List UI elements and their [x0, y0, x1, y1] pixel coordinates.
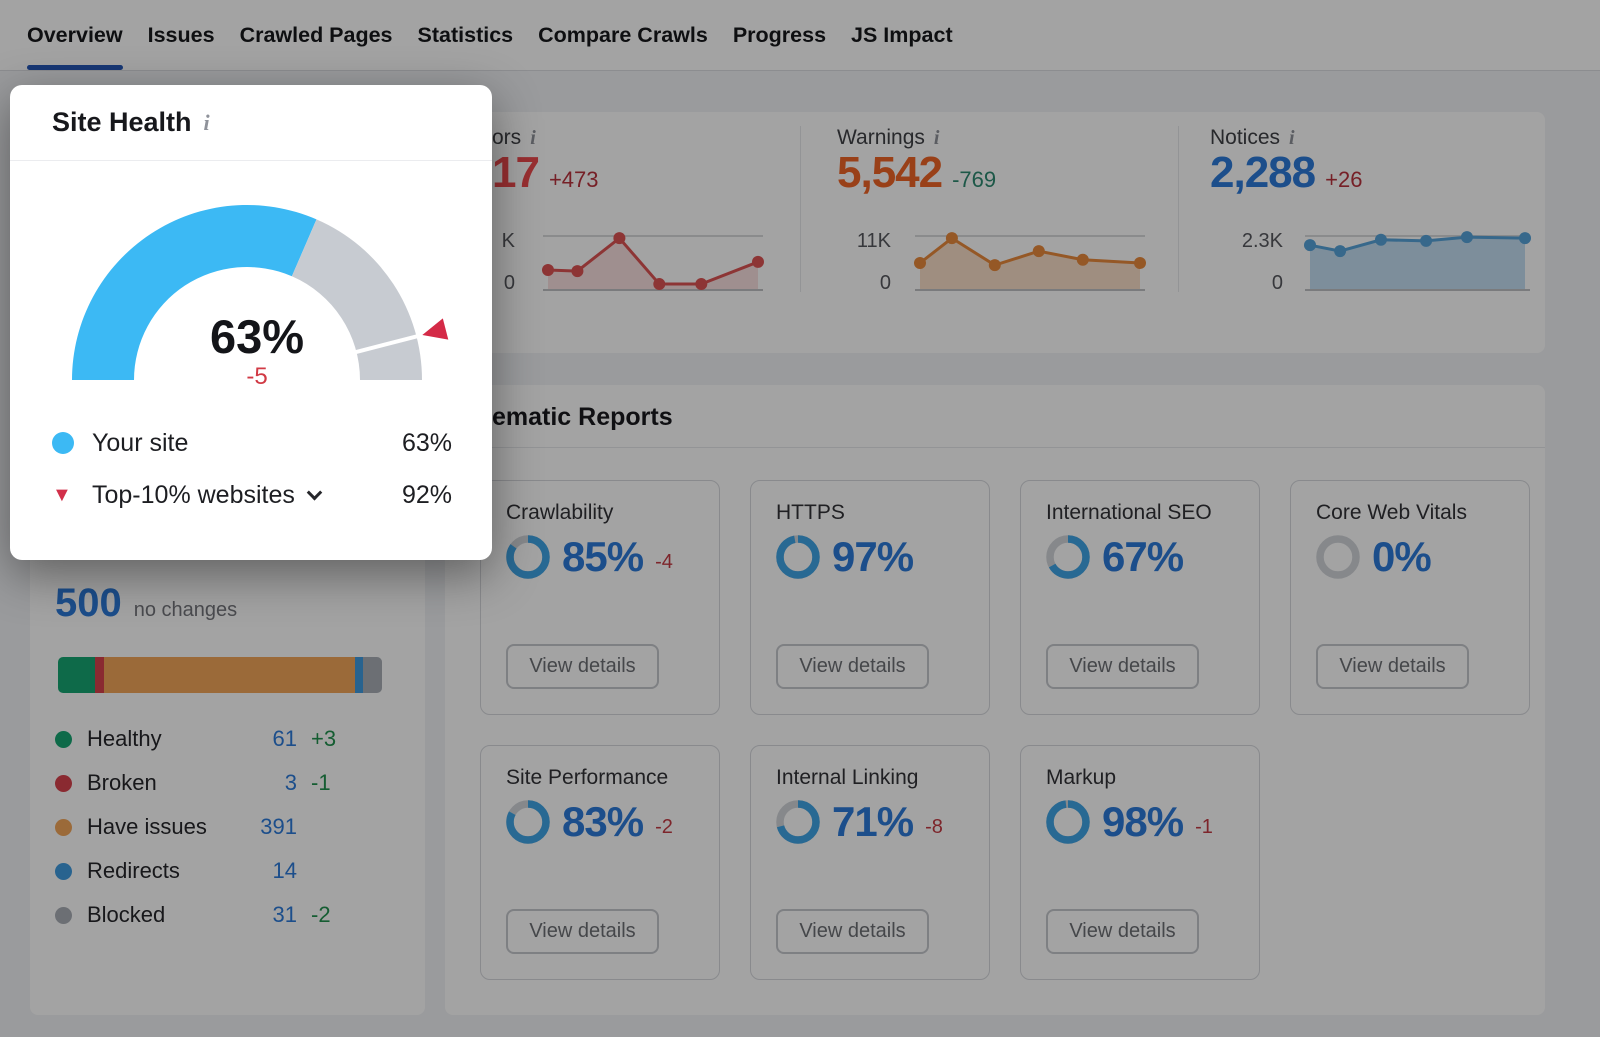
legend-row-your-site: Your site 63%: [52, 417, 452, 469]
view-details-button[interactable]: View details: [776, 909, 929, 954]
errors-title: ors i: [492, 126, 536, 149]
progress-ring-icon: [506, 800, 550, 844]
tab-overview[interactable]: Overview: [27, 0, 123, 70]
y-axis-max: 2.3K: [1241, 230, 1283, 252]
y-axis-max: K: [501, 230, 515, 252]
tab-crawled-pages[interactable]: Crawled Pages: [239, 22, 393, 47]
progress-ring-icon: [1046, 800, 1090, 844]
site-health-popover: Site Health i 63% -5 Your site 63% ▼ Top…: [10, 85, 492, 560]
healthy-dot-icon: [55, 730, 72, 748]
errors-count: 17: [492, 148, 540, 197]
bar-segment-have-issues: [104, 657, 355, 693]
progress-ring-icon: [776, 535, 820, 579]
benchmark-triangle-icon: ▼: [52, 483, 72, 506]
warnings-value: 5,542 -769: [837, 148, 996, 198]
tab-js-impact[interactable]: JS Impact: [851, 22, 953, 47]
card-international-seo: International SEO 67% View details: [1020, 480, 1260, 715]
tab-compare-crawls[interactable]: Compare Crawls: [538, 22, 708, 47]
redirects-dot-icon: [55, 862, 72, 880]
audit-tabs-nav: Overview Issues Crawled Pages Statistics…: [0, 0, 1600, 71]
chevron-down-icon[interactable]: [306, 484, 323, 500]
info-icon[interactable]: i: [1289, 126, 1295, 149]
legend-row-blocked: Blocked 31 -2: [55, 893, 403, 937]
broken-dot-icon: [55, 774, 72, 792]
y-axis-max: 11K: [856, 230, 891, 252]
legend-row-have-issues: Have issues 391: [55, 805, 403, 849]
card-internal-linking: Internal Linking 71% -8 View details: [750, 745, 990, 980]
thematic-reports-panel: ematic Reports Crawlability 85% -4 View …: [445, 385, 1545, 1015]
tab-issues[interactable]: Issues: [147, 22, 215, 47]
your-site-dot-icon: [52, 432, 74, 454]
card-core-web-vitals: Core Web Vitals 0% View details: [1290, 480, 1530, 715]
y-axis-min: 0: [503, 272, 515, 294]
site-health-gauge: [72, 204, 449, 380]
divider: [1178, 126, 1179, 292]
site-health-score: 63%: [209, 310, 305, 363]
progress-ring-icon: [1046, 535, 1090, 579]
card-crawlability: Crawlability 85% -4 View details: [480, 480, 720, 715]
site-health-title: Site Health: [52, 107, 192, 137]
blocked-dot-icon: [55, 906, 72, 924]
view-details-button[interactable]: View details: [776, 644, 929, 689]
progress-ring-icon: [1316, 535, 1360, 579]
notices-title: Notices i: [1210, 126, 1295, 149]
bar-segment-blocked: [363, 657, 382, 693]
card-markup: Markup 98% -1 View details: [1020, 745, 1260, 980]
notices-count: 2,288: [1210, 148, 1316, 197]
legend-row-healthy: Healthy 61 +3: [55, 717, 403, 761]
thematic-reports-title: ematic Reports: [492, 403, 673, 431]
warnings-delta: -769: [952, 167, 997, 192]
y-axis-min: 0: [1271, 272, 1283, 294]
card-https: HTTPS 97% View details: [750, 480, 990, 715]
errors-delta: +473: [548, 167, 599, 192]
divider: [445, 447, 1545, 448]
bar-segment-broken: [95, 657, 105, 693]
card-site-performance: Site Performance 83% -2 View details: [480, 745, 720, 980]
warnings-count: 5,542: [837, 148, 943, 197]
info-icon[interactable]: i: [933, 126, 940, 149]
divider: [800, 126, 801, 292]
view-details-button[interactable]: View details: [1046, 909, 1199, 954]
info-icon[interactable]: i: [203, 109, 210, 135]
progress-ring-icon: [776, 800, 820, 844]
bar-segment-redirects: [354, 657, 364, 693]
view-details-button[interactable]: View details: [506, 644, 659, 689]
view-details-button[interactable]: View details: [1316, 644, 1469, 689]
view-details-button[interactable]: View details: [1046, 644, 1199, 689]
divider: [10, 160, 492, 161]
pages-stacked-bar: [58, 657, 382, 693]
progress-ring-icon: [506, 535, 550, 579]
notices-value: 2,288 +26: [1210, 148, 1362, 198]
legend-row-redirects: Redirects 14: [55, 849, 403, 893]
crawled-pages-total: 500: [55, 581, 122, 625]
errors-value: 17 +473: [492, 148, 599, 198]
warnings-trend-chart: [914, 232, 1146, 291]
notices-trend-chart: [1304, 231, 1531, 291]
legend-row-broken: Broken 3 -1: [55, 761, 403, 805]
y-axis-min: 0: [879, 272, 891, 294]
legend-row-benchmark[interactable]: ▼ Top-10% websites 92%: [52, 480, 452, 509]
crawled-pages-note: no changes: [133, 599, 238, 621]
tab-progress[interactable]: Progress: [732, 22, 827, 47]
info-icon[interactable]: i: [530, 126, 536, 149]
pages-legend: Healthy 61 +3 Broken 3 -1 Have issues 39…: [55, 717, 403, 937]
tab-statistics[interactable]: Statistics: [417, 22, 514, 47]
bar-segment-healthy: [58, 657, 96, 693]
have-issues-dot-icon: [55, 818, 72, 836]
site-health-delta: -5: [246, 363, 268, 390]
view-details-button[interactable]: View details: [506, 909, 659, 954]
errors-trend-chart: [542, 232, 764, 291]
notices-delta: +26: [1325, 167, 1363, 192]
warnings-title: Warnings i: [837, 126, 940, 149]
